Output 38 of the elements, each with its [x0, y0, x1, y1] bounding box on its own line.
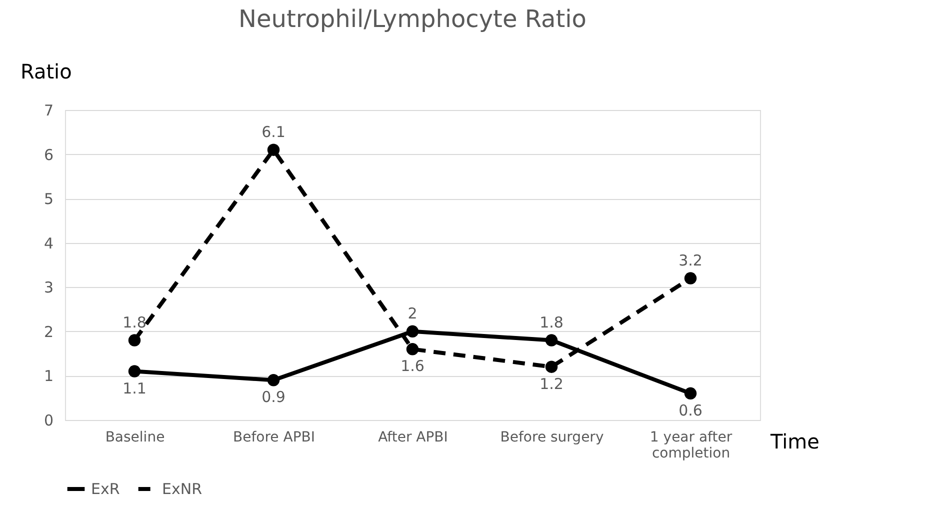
data-label: 1.1	[122, 379, 146, 398]
data-label: 2	[408, 304, 418, 322]
point	[545, 334, 558, 346]
point	[267, 374, 280, 386]
x-axis-title: Time	[770, 430, 820, 454]
data-label: 1.8	[122, 313, 146, 332]
point	[406, 325, 419, 338]
data-label: 3.2	[678, 251, 702, 270]
point	[406, 343, 419, 356]
data-label: 1.8	[540, 313, 564, 332]
y-axis-title: Ratio	[20, 60, 72, 84]
legend-label: ExNR	[162, 480, 202, 498]
x-tick-label: Baseline	[105, 430, 165, 446]
data-label: 6.1	[262, 122, 286, 141]
x-tick-label: After APBI	[378, 430, 448, 446]
point	[684, 387, 697, 400]
y-tick-label: 7	[44, 102, 54, 120]
y-tick-label: 4	[44, 234, 54, 252]
y-tick-label: 0	[44, 412, 54, 430]
y-tick-label: 3	[44, 278, 54, 297]
data-label: 0.6	[678, 401, 702, 420]
y-tick-label: 2	[44, 322, 54, 341]
y-tick-label: 1	[44, 367, 54, 386]
x-tick-label: Before APBI	[233, 430, 315, 446]
point	[267, 144, 280, 156]
x-tick-label: Before surgery	[500, 430, 604, 446]
x-tick-label: 1 year after completion	[650, 430, 732, 462]
point	[684, 272, 697, 284]
point	[545, 360, 558, 373]
data-label: 1.6	[400, 357, 424, 376]
chart-title: Neutrophil/Lymphocyte Ratio	[238, 5, 586, 33]
data-label: 1.2	[540, 374, 564, 393]
y-tick-label: 5	[44, 190, 54, 208]
legend-label: ExR	[91, 480, 120, 498]
y-tick-label: 6	[44, 146, 54, 164]
data-label: 0.9	[262, 388, 286, 406]
point	[128, 365, 141, 378]
point	[128, 334, 141, 346]
